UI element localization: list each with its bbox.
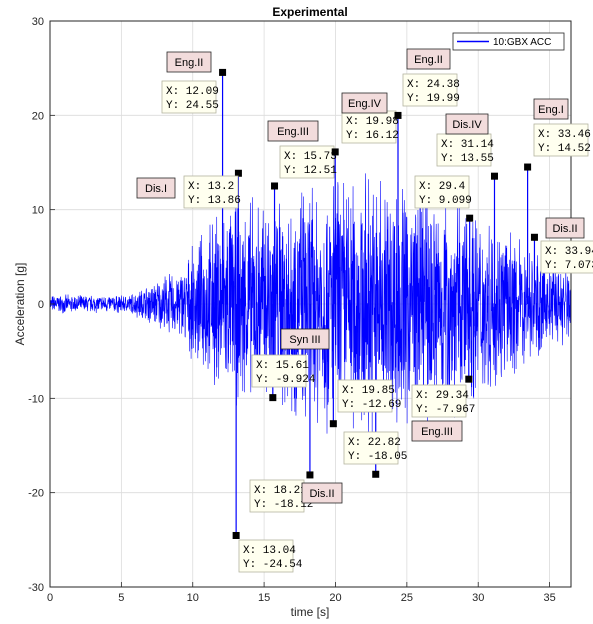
- datatip-marker: [219, 69, 226, 76]
- x-tick-label: 10: [187, 592, 199, 604]
- datatip-marker: [330, 420, 337, 427]
- x-tick-label: 0: [47, 592, 53, 604]
- event-tag-label: Dis.II: [552, 223, 577, 235]
- datatip-y-value: Y: -18.05: [348, 451, 407, 463]
- datatip-x-value: X: 15.61: [256, 360, 309, 372]
- legend-entry: 10:GBX ACC: [493, 37, 551, 48]
- datatip-x-value: X: 29.34: [416, 390, 469, 402]
- datatip-x-value: X: 15.73: [284, 151, 337, 163]
- event-tag-label: Dis.I: [145, 183, 167, 195]
- datatip-marker: [531, 234, 538, 241]
- y-tick-label: -10: [28, 393, 44, 405]
- datatip-x-value: X: 19.98: [346, 116, 399, 128]
- datatip-marker: [524, 164, 531, 171]
- datatip-y-value: Y: 13.86: [188, 195, 241, 207]
- datatip-y-value: Y: 9.099: [419, 195, 472, 207]
- datatip-x-value: X: 31.14: [441, 139, 494, 151]
- datatip-y-value: Y: 24.55: [166, 100, 219, 112]
- event-tag-label: Eng.II: [414, 54, 443, 66]
- datatip-marker: [491, 173, 498, 180]
- datatip-marker: [466, 215, 473, 222]
- y-tick-label: 0: [38, 299, 44, 311]
- datatip-x-value: X: 13.04: [243, 545, 296, 557]
- legend: 10:GBX ACC: [453, 33, 564, 50]
- datatip-x-value: X: 33.46: [538, 129, 591, 141]
- x-tick-label: 15: [258, 592, 270, 604]
- datatip-y-value: Y: -12.69: [342, 399, 401, 411]
- datatip-y-value: Y: 12.51: [284, 165, 337, 177]
- x-axis-label: time [s]: [291, 605, 330, 619]
- event-tag-label: Eng.IV: [348, 98, 382, 110]
- event-tag-label: Syn III: [289, 334, 320, 346]
- x-tick-label: 25: [401, 592, 413, 604]
- event-tag-label: Dis.IV: [452, 119, 482, 131]
- datatip-x-value: X: 29.4: [419, 181, 466, 193]
- event-tag-label: Eng.III: [421, 426, 453, 438]
- y-axis-label: Acceleration [g]: [13, 263, 27, 346]
- x-tick-label: 35: [543, 592, 555, 604]
- datatip-y-value: Y: 19.99: [407, 93, 460, 105]
- datatip-marker: [233, 532, 240, 539]
- datatip-x-value: X: 22.82: [348, 437, 401, 449]
- datatip-marker: [394, 112, 401, 119]
- datatip-x-value: X: 18.21: [254, 485, 307, 497]
- datatip-y-value: Y: 14.52: [538, 143, 591, 155]
- datatip-marker: [269, 394, 276, 401]
- datatip-y-value: Y: 16.12: [346, 130, 399, 142]
- datatip-y-value: Y: 7.073: [545, 260, 593, 272]
- event-tag-label: Eng.III: [277, 126, 309, 138]
- event-tag-label: Dis.II: [309, 488, 334, 500]
- datatip-marker: [271, 182, 278, 189]
- datatip-y-value: Y: -9.924: [256, 374, 316, 386]
- event-tag-label: Eng.II: [175, 57, 204, 69]
- datatip-y-value: Y: -7.967: [416, 404, 475, 416]
- datatip-x-value: X: 13.2: [188, 181, 234, 193]
- datatip-marker: [306, 471, 313, 478]
- y-tick-label: -20: [28, 488, 44, 500]
- datatip-x-value: X: 33.94: [545, 246, 593, 258]
- datatip-y-value: Y: -24.54: [243, 559, 303, 571]
- datatip-marker: [465, 376, 472, 383]
- datatip-y-value: Y: 13.55: [441, 153, 494, 165]
- datatip-marker: [372, 471, 379, 478]
- y-tick-label: -30: [28, 582, 44, 594]
- y-tick-label: 10: [32, 205, 44, 217]
- y-tick-label: 30: [32, 16, 44, 28]
- x-tick-label: 5: [118, 592, 124, 604]
- y-tick-label: 20: [32, 110, 44, 122]
- chart-title: Experimental: [272, 5, 347, 19]
- datatip-x-value: X: 24.38: [407, 79, 460, 91]
- datatip-x-value: X: 19.85: [342, 385, 395, 397]
- datatip-marker: [332, 148, 339, 155]
- datatip-x-value: X: 12.09: [166, 86, 219, 98]
- event-tag-label: Eng.I: [538, 104, 564, 116]
- x-tick-label: 20: [329, 592, 341, 604]
- x-tick-label: 30: [472, 592, 484, 604]
